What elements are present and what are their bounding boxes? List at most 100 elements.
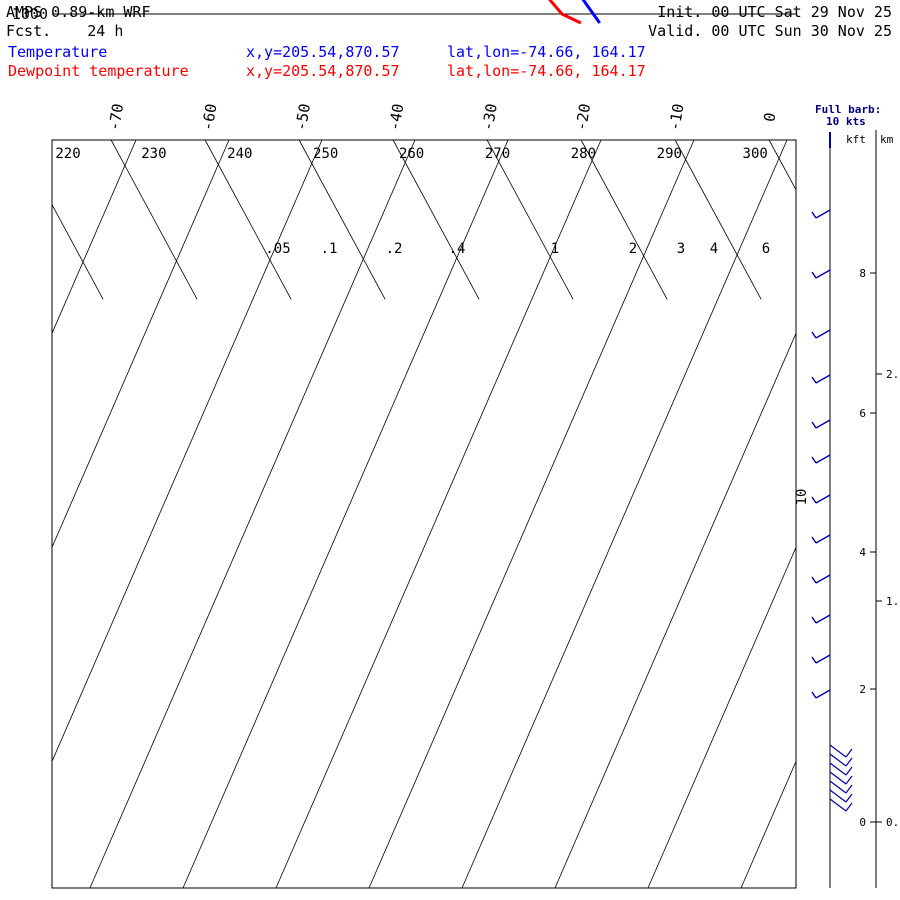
grid-diagonal	[647, 547, 797, 889]
wind-barb	[815, 454, 831, 464]
theta-label: 290	[657, 146, 682, 162]
wind-barb-flag	[811, 536, 817, 544]
wind-barb-flag	[811, 691, 817, 699]
plot-frame	[51, 139, 797, 889]
isotherm-line	[486, 139, 574, 300]
wind-barb-low	[829, 771, 847, 785]
wind-barb	[815, 494, 831, 504]
temperature-tick-label: -60	[198, 102, 220, 132]
grid-diagonal	[554, 333, 797, 889]
wind-barb-low-flag	[845, 748, 853, 758]
km-tick-label: 1.	[886, 595, 899, 608]
ten-label: 10	[794, 489, 810, 506]
forecast-hour: Fcst. 24 h	[6, 22, 124, 40]
wind-barb-low	[829, 780, 847, 794]
isotherm-line	[204, 139, 292, 300]
wind-barb-flag	[811, 271, 817, 279]
theta-label: 250	[313, 146, 338, 162]
kft-tick-label: 6	[859, 407, 866, 420]
temperature-tick-label: -10	[665, 102, 687, 132]
wind-barb	[815, 419, 831, 429]
pressure-tick-label: 1000	[12, 5, 48, 23]
grid-diagonal	[275, 139, 602, 889]
grid-diagonal	[461, 139, 788, 889]
wind-barb	[815, 534, 831, 544]
wind-panel: 0 2 4 6 8 0. 1. 2.	[811, 130, 899, 888]
grid-diagonal	[51, 139, 230, 548]
wind-barb-flag	[811, 211, 817, 219]
isotherms	[51, 139, 797, 889]
isotherm-line	[51, 204, 104, 300]
legend-temperature-label: Temperature	[8, 43, 108, 61]
wind-barb-low-flag	[845, 793, 853, 803]
grid-diagonal	[51, 139, 137, 334]
legend-temperature-latlon: lat,lon=-74.66, 164.17	[447, 43, 646, 61]
kft-axis-label: kft	[846, 133, 866, 146]
wind-barb-flag	[811, 421, 817, 429]
wind-barb-low	[829, 789, 847, 803]
wind-barb-low-flag	[845, 802, 853, 812]
theta-label: 240	[227, 146, 252, 162]
wind-barb-low-flag	[845, 757, 853, 767]
isobars	[52, 13, 796, 15]
wind-barb	[815, 329, 831, 339]
wind-barb	[815, 374, 831, 384]
theta-label: 260	[399, 146, 424, 162]
isotherm-line	[674, 139, 762, 300]
theta-label: 220	[55, 146, 80, 162]
wind-barb-low-flag	[845, 775, 853, 785]
isotherm-line	[392, 139, 480, 300]
wind-barb-flag	[811, 331, 817, 339]
mixing-ratio-label: 1	[551, 241, 559, 257]
mixing-ratio-label: 3	[677, 241, 685, 257]
model-title: AMPS 0.89-km WRF	[6, 3, 151, 21]
temperature-tick-label: -20	[572, 102, 594, 132]
mixing-ratio-label: 4	[710, 241, 718, 257]
isotherm-line	[298, 139, 386, 300]
wind-barb-low	[829, 798, 847, 812]
wind-barb-flag	[811, 616, 817, 624]
mixing-ratio-label: .1	[321, 241, 338, 257]
theta-label: 300	[743, 146, 768, 162]
mixing-ratio-label: 2	[629, 241, 637, 257]
axis-labels: 7008009001000-70-60-50-40-30-20-10022023…	[12, 5, 810, 506]
mixing-ratio-label: .05	[265, 241, 290, 257]
legend-temperature-xy: x,y=205.54,870.57	[246, 43, 400, 61]
temperature-tick-label: -50	[292, 102, 314, 132]
legend-dewpoint-latlon: lat,lon=-74.66, 164.17	[447, 62, 646, 80]
kft-tick-label: 2	[859, 683, 866, 696]
wind-barb-low	[829, 753, 847, 767]
legend-dewpoint-label: Dewpoint temperature	[8, 62, 189, 80]
mixing-ratio-label: .4	[449, 241, 466, 257]
grid-diagonal	[182, 139, 509, 889]
wind-barb-low-flag	[845, 766, 853, 776]
temperature-tick-label: -40	[385, 102, 407, 132]
wind-barb	[815, 574, 831, 584]
theta-label: 280	[571, 146, 596, 162]
mixing-ratio-label: 6	[762, 241, 770, 257]
temperature-tick-label: -30	[478, 102, 500, 132]
wind-barb-flag	[811, 576, 817, 584]
kft-tick-label: 4	[859, 546, 866, 559]
temperature-tick-label: 0	[760, 111, 779, 123]
temperature-tick-label: -70	[105, 102, 127, 132]
km-axis-label: km	[880, 133, 894, 146]
grid-diagonal	[740, 761, 797, 889]
wind-barb-flag	[811, 376, 817, 384]
wind-barb-flag	[811, 456, 817, 464]
wind-barb	[815, 689, 831, 699]
grid-diagonal	[51, 139, 323, 762]
wind-barb	[815, 614, 831, 624]
isotherm-line	[768, 139, 797, 191]
grid-diagonal	[89, 139, 416, 889]
isotherm-line	[110, 139, 198, 300]
wind-barb-low	[829, 744, 847, 758]
wind-barb	[815, 654, 831, 664]
init-time: Init. 00 UTC Sat 29 Nov 25	[657, 3, 892, 21]
kft-tick-label: 8	[859, 267, 866, 280]
km-tick-label: 0.	[886, 816, 899, 829]
isotherm-line	[580, 139, 668, 300]
barb-key-title: Full barb:	[815, 103, 882, 116]
valid-time: Valid. 00 UTC Sun 30 Nov 25	[648, 22, 892, 40]
